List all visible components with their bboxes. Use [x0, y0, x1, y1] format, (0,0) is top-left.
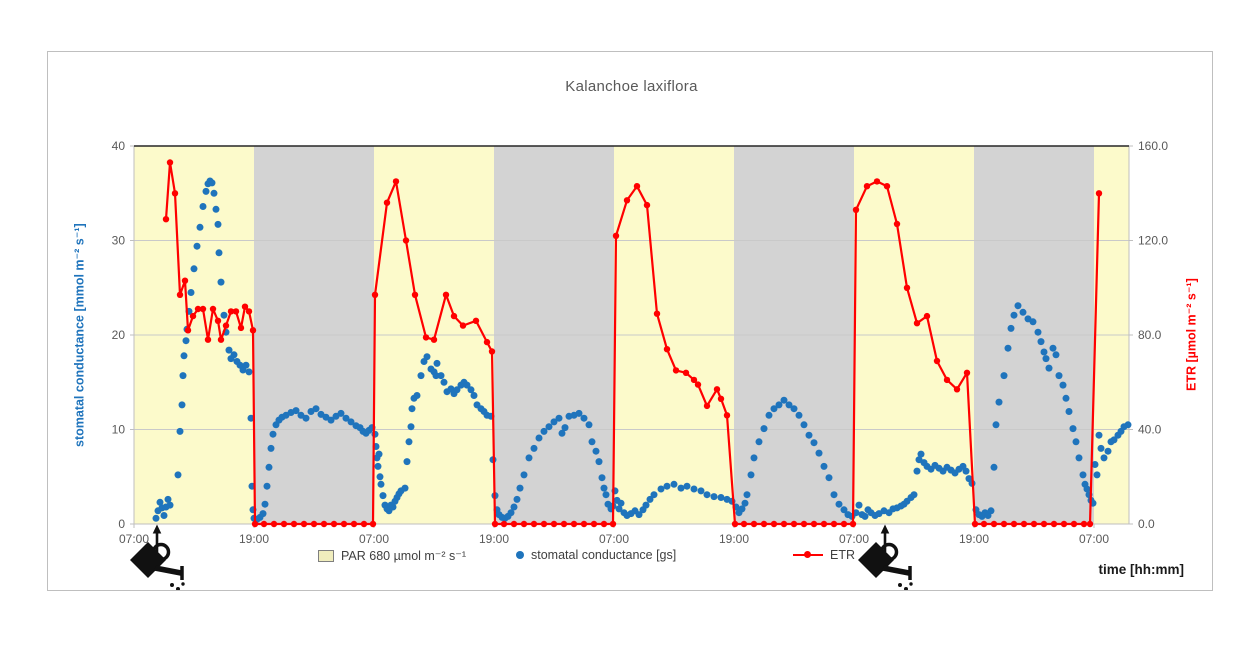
- etr-series: [162, 159, 1103, 528]
- right-tick-label: 0.0: [1138, 517, 1155, 531]
- legend-item-par: PAR 680 µmol m⁻² s⁻¹: [318, 548, 466, 563]
- up-arrow-icon: [880, 524, 890, 552]
- chart-title: Kalanchoe laxiflora: [565, 78, 698, 95]
- x-tick-label: 07:00: [599, 532, 629, 546]
- left-tick-label: 0: [118, 517, 125, 531]
- x-tick-label: 19:00: [479, 532, 509, 546]
- legend-item-gs: stomatal conductance [gs]: [516, 548, 676, 562]
- left-tick-label: 40: [112, 139, 126, 153]
- plot-area: 07:00 19:00 07:00 19:00 07:00 19:00 07:00 19:00…: [112, 139, 1168, 590]
- legend-item-etr: ETR: [793, 548, 855, 562]
- right-tick-label: 120.0: [1138, 234, 1168, 248]
- x-tick-label: 07:00: [359, 532, 389, 546]
- up-arrow-icon: [152, 524, 162, 552]
- right-tick-label: 160.0: [1138, 139, 1168, 153]
- gs-series: [152, 177, 1132, 523]
- left-tick-label: 10: [112, 423, 126, 437]
- right-tick-label: 40.0: [1138, 423, 1162, 437]
- left-tick-label: 20: [112, 328, 126, 342]
- x-axis-title: time [hh:mm]: [1098, 562, 1185, 577]
- watering-can-icon: [858, 542, 913, 590]
- par-swatch-icon: [318, 549, 334, 562]
- chart-panel: Kalanchoe laxiflora stomatal conductance…: [47, 51, 1213, 591]
- legend-label-etr: ETR: [830, 548, 855, 562]
- x-tick-label: 19:00: [959, 532, 989, 546]
- legend: PAR 680 µmol m⁻² s⁻¹ stomatal conductanc…: [48, 548, 1212, 568]
- legend-label-par: PAR 680 µmol m⁻² s⁻¹: [341, 549, 467, 563]
- watering-can-icon: [130, 542, 185, 590]
- x-tick-label: 19:00: [719, 532, 749, 546]
- etr-line-icon: [793, 551, 823, 559]
- right-tick-label: 80.0: [1138, 328, 1162, 342]
- x-tick-label: 19:00: [239, 532, 269, 546]
- left-tick-label: 30: [112, 234, 126, 248]
- legend-label-gs: stomatal conductance [gs]: [531, 548, 677, 562]
- x-tick-label: 07:00: [1079, 532, 1109, 546]
- x-tick-label: 07:00: [119, 532, 149, 546]
- x-tick-label: 07:00: [839, 532, 869, 546]
- gs-dot-icon: [516, 551, 524, 559]
